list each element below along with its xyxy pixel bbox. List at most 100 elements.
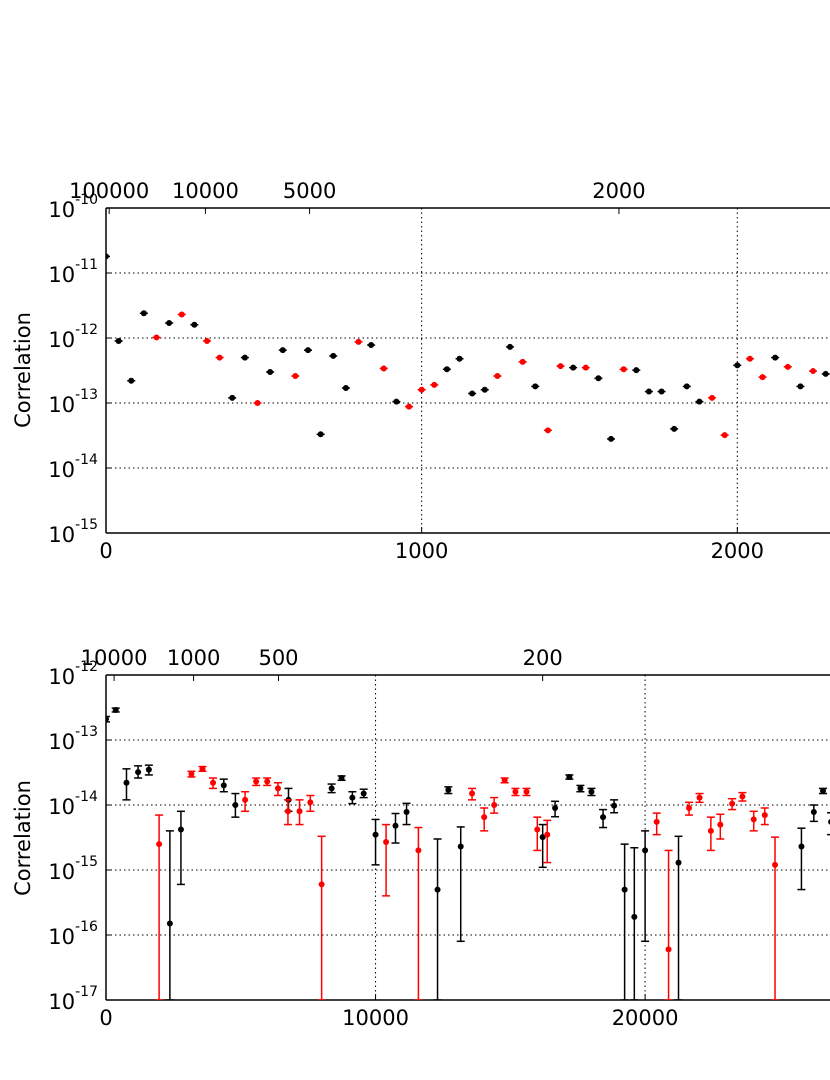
data-point xyxy=(707,827,714,834)
y-axis-label: Correlation xyxy=(11,780,35,896)
data-point xyxy=(254,400,261,406)
data-point xyxy=(177,826,184,833)
data-point xyxy=(539,834,546,841)
data-points xyxy=(106,706,830,1000)
data-point xyxy=(772,861,779,868)
data-point xyxy=(338,775,345,782)
data-point xyxy=(759,374,766,381)
data-point xyxy=(620,366,627,373)
data-point xyxy=(544,427,551,434)
data-point xyxy=(140,310,147,317)
data-point xyxy=(178,311,185,318)
data-point xyxy=(415,847,422,854)
data-point xyxy=(595,375,602,382)
data-point xyxy=(696,398,703,405)
data-point xyxy=(534,826,541,833)
y-tick-exponent: -14 xyxy=(75,789,98,805)
data-point xyxy=(204,337,211,344)
data-point xyxy=(355,338,362,345)
data-point xyxy=(611,802,618,809)
data-point xyxy=(431,381,438,388)
data-point xyxy=(317,431,324,438)
data-point xyxy=(552,804,559,811)
data-point xyxy=(216,354,223,361)
data-point xyxy=(106,253,109,260)
data-point xyxy=(123,779,130,786)
data-point xyxy=(797,383,804,390)
y-tick-label: 10-11 xyxy=(48,257,98,287)
top-tick-label: 2000 xyxy=(592,179,645,203)
data-point xyxy=(393,398,400,405)
data-point xyxy=(494,373,501,380)
data-point xyxy=(220,782,227,789)
y-tick-exponent: -13 xyxy=(75,387,98,403)
data-point xyxy=(507,343,514,350)
data-point xyxy=(739,793,746,800)
data-point xyxy=(253,778,260,785)
top-tick-label: 5000 xyxy=(283,179,336,203)
y-axis-label: Correlation xyxy=(11,312,35,428)
data-point xyxy=(665,946,672,953)
y-tick-exponent: -12 xyxy=(75,659,98,675)
top-tick-label: 10000 xyxy=(81,646,148,670)
data-point xyxy=(600,814,607,821)
data-point xyxy=(342,385,349,392)
data-point xyxy=(642,847,649,854)
top-tick-label: 1000 xyxy=(167,646,220,670)
y-tick-exponent: -13 xyxy=(75,724,98,740)
data-points xyxy=(106,253,830,442)
data-point xyxy=(403,809,410,816)
x-tick-label: 0 xyxy=(99,539,112,563)
data-point xyxy=(232,802,239,808)
x-tick-label: 2000 xyxy=(711,539,764,563)
y-tick-exponent: -15 xyxy=(75,517,98,533)
data-point xyxy=(145,766,152,773)
data-point xyxy=(810,368,817,375)
data-point xyxy=(434,886,441,893)
series-1 xyxy=(106,253,830,442)
data-point xyxy=(631,913,638,920)
data-point xyxy=(199,765,206,772)
data-point xyxy=(772,354,779,361)
top-tick-label: 100000 xyxy=(69,179,149,203)
data-point xyxy=(368,342,375,349)
y-tick-exponent: -12 xyxy=(75,322,98,338)
data-point xyxy=(709,394,716,401)
data-point xyxy=(445,787,452,794)
data-point xyxy=(645,388,652,395)
data-point xyxy=(456,355,463,362)
data-point xyxy=(481,386,488,393)
data-point xyxy=(292,373,299,380)
data-point xyxy=(328,785,335,792)
data-point xyxy=(557,363,564,370)
data-point xyxy=(406,403,413,410)
data-point xyxy=(360,790,367,797)
data-point xyxy=(264,778,271,785)
data-point xyxy=(307,799,314,806)
data-point xyxy=(501,777,508,784)
y-tick-label: 10-13 xyxy=(48,724,98,754)
data-point xyxy=(318,881,325,888)
data-point xyxy=(512,788,519,795)
data-point xyxy=(686,804,693,811)
data-point xyxy=(296,808,303,815)
y-tick-label: 10-16 xyxy=(48,919,98,949)
data-point xyxy=(457,843,464,850)
y-tick-exponent: -11 xyxy=(75,257,98,273)
data-point xyxy=(717,821,724,828)
data-point xyxy=(633,367,640,374)
data-point xyxy=(761,812,768,819)
data-point xyxy=(469,390,476,397)
data-point xyxy=(418,386,425,393)
data-point xyxy=(721,432,728,439)
data-point xyxy=(284,808,291,815)
y-tick-exponent: -16 xyxy=(75,919,98,935)
data-point xyxy=(570,364,577,371)
data-point xyxy=(822,370,829,377)
data-point xyxy=(582,364,589,371)
y-tick-exponent: -10 xyxy=(75,192,98,208)
